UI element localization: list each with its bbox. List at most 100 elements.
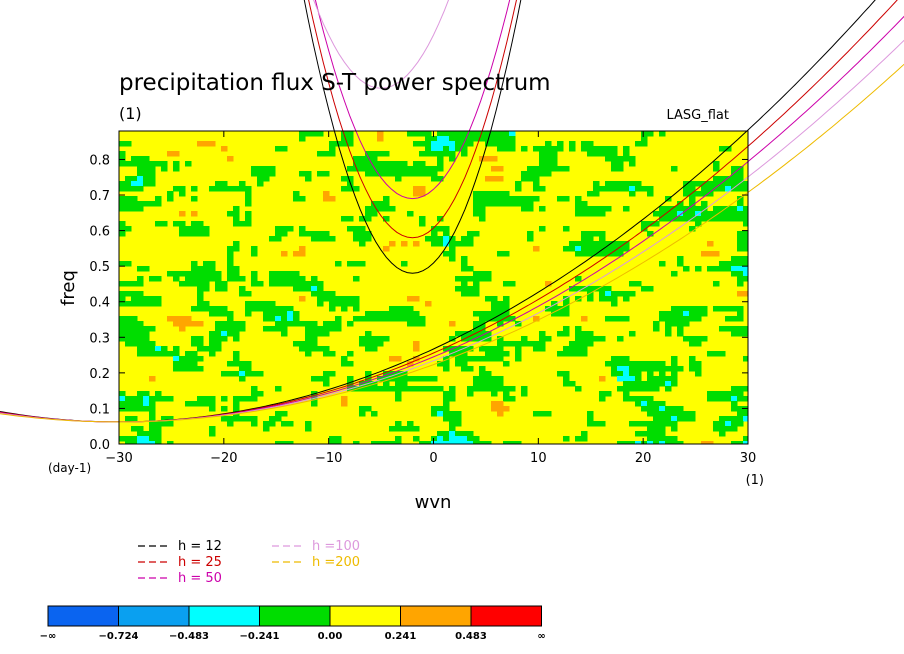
heatmap-cell (197, 226, 204, 232)
heatmap-cell (635, 181, 642, 187)
heatmap-cell (659, 206, 666, 212)
heatmap-cell (665, 206, 672, 212)
heatmap-cell (293, 191, 300, 197)
heatmap-cell (365, 231, 372, 237)
heatmap-cell (275, 276, 282, 282)
heatmap-cell (617, 166, 624, 172)
heatmap-cell (299, 131, 306, 137)
heatmap-cell (437, 146, 444, 152)
heatmap-cell (743, 416, 748, 422)
heatmap-cell (737, 386, 744, 392)
heatmap-cell (605, 151, 612, 157)
heatmap-cell (149, 396, 156, 402)
heatmap-cell (593, 421, 600, 427)
heatmap-cell (653, 321, 660, 327)
heatmap-cell (293, 286, 300, 292)
heatmap-cell (149, 351, 156, 357)
heatmap-cell (569, 146, 576, 152)
heatmap-cell (359, 336, 366, 342)
heatmap-cell (437, 131, 444, 137)
heatmap-cell (299, 321, 306, 327)
heatmap-cell (695, 306, 702, 312)
heatmap-cell (695, 361, 702, 367)
heatmap-cell (665, 366, 672, 372)
heatmap-cell (455, 241, 462, 247)
heatmap-cell (155, 161, 162, 167)
heatmap-cell (323, 296, 330, 302)
x-tick-label: 20 (635, 451, 652, 466)
heatmap-cell (575, 246, 582, 252)
heatmap-cell (641, 396, 648, 402)
heatmap-cell (311, 276, 318, 282)
heatmap-cell (353, 261, 360, 267)
heatmap-cell (209, 141, 216, 147)
heatmap-cell (647, 376, 654, 382)
heatmap-cell (461, 441, 468, 444)
heatmap-cell (329, 441, 336, 444)
heatmap-cell (401, 306, 408, 312)
heatmap-cell (473, 271, 480, 277)
heatmap-cell (449, 421, 456, 427)
heatmap-cell (485, 156, 492, 162)
heatmap-cell (587, 336, 594, 342)
heatmap-cell (257, 171, 264, 177)
heatmap-cell (491, 376, 498, 382)
heatmap-cell (533, 246, 540, 252)
heatmap-cell (497, 306, 504, 312)
heatmap-cell (233, 396, 240, 402)
heatmap-cell (743, 186, 748, 192)
heatmap-cell (725, 266, 732, 272)
colorbar-label: ∞ (537, 631, 545, 642)
heatmap-cell (581, 201, 588, 207)
heatmap-cell (617, 181, 624, 187)
heatmap-cell (311, 286, 318, 292)
heatmap-cell (461, 351, 468, 357)
heatmap-cell (533, 176, 540, 182)
heatmap-cell (593, 151, 600, 157)
heatmap-cell (317, 346, 324, 352)
heatmap-cell (629, 191, 636, 197)
heatmap-cell (443, 411, 450, 417)
heatmap-cell (617, 186, 624, 192)
heatmap-cell (407, 361, 414, 367)
x-axis-label: wvn (415, 492, 452, 513)
heatmap-cell (503, 441, 510, 444)
heatmap-cell (461, 236, 468, 242)
heatmap-cell (389, 311, 396, 317)
heatmap-cell (215, 306, 222, 312)
heatmap-cell (401, 171, 408, 177)
heatmap-cell (461, 281, 468, 287)
heatmap-cell (371, 311, 378, 317)
heatmap-cell (701, 441, 708, 444)
heatmap-cell (317, 236, 324, 242)
heatmap-cell (569, 351, 576, 357)
x-tick-label: 10 (530, 451, 547, 466)
heatmap-cell (509, 201, 516, 207)
heatmap-cell (491, 176, 498, 182)
heatmap-cell (449, 386, 456, 392)
heatmap-cell (545, 411, 552, 417)
heatmap-cell (359, 381, 366, 387)
heatmap-cell (209, 276, 216, 282)
heatmap-cell (689, 196, 696, 202)
heatmap-cell (533, 181, 540, 187)
heatmap-cell (305, 286, 312, 292)
heatmap-cell (659, 416, 666, 422)
heatmap-cell (317, 331, 324, 337)
heatmap-cell (215, 321, 222, 327)
heatmap-cell (647, 186, 654, 192)
heatmap-cell (251, 281, 258, 287)
heatmap-cell (641, 221, 648, 227)
colorbar: −∞ −0.724 −0.483 −0.241 0.00 0.241 0.483 ∞ (40, 605, 546, 642)
heatmap-cell (119, 226, 126, 232)
heatmap-cell (149, 301, 156, 307)
heatmap-cell (257, 391, 264, 397)
heatmap-cell (341, 186, 348, 192)
heatmap-cell (305, 341, 312, 347)
heatmap-cell (329, 291, 336, 297)
heatmap-cell (509, 136, 516, 142)
heatmap-cell (245, 366, 252, 372)
heatmap-cell (533, 411, 540, 417)
heatmap-cell (233, 416, 240, 422)
heatmap-cell (665, 436, 672, 442)
